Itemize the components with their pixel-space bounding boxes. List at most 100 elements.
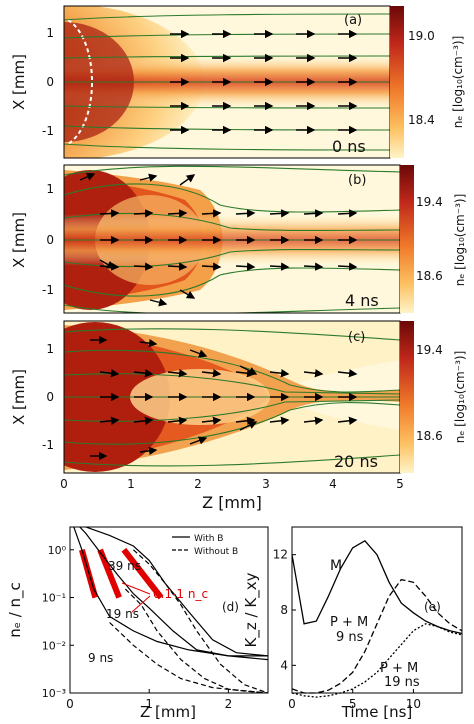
flow-arrow (303, 262, 324, 271)
map-xtick: 4 (329, 477, 337, 491)
flow-arrow (133, 416, 154, 425)
flow-arrow (167, 369, 188, 378)
series-line (73, 527, 268, 661)
flow-arrow (201, 369, 222, 378)
map-xtick: 0 (60, 477, 68, 491)
chart-d-panel-label: (d) (222, 600, 239, 614)
flow-arrow (139, 338, 158, 348)
chart-e-xlabel: Time [ns] (341, 703, 413, 721)
flow-arrow (189, 349, 208, 358)
chart-d-ytick: 10⁻¹ (42, 592, 66, 605)
panel-c: (c) 20 ns 1 0 -1 X [mm] 19.4 18.6 nₑ [lo… (10, 320, 467, 512)
chart-e-annot-pm9-b: 9 ns (336, 630, 364, 645)
flow-arrow (269, 369, 290, 378)
map-xtick: 5 (396, 477, 404, 491)
chart-e-ytick: 12 (273, 548, 288, 562)
flow-arrow (201, 262, 222, 271)
arrows-c (90, 335, 358, 461)
panel-b-label: (b) (348, 173, 366, 188)
flow-arrow (337, 369, 358, 378)
chart-d-annot-range: 0.1-1 n_c (153, 587, 208, 601)
chart-e-ytick: 8 (280, 603, 288, 617)
chart-e-ytick: 4 (280, 658, 288, 672)
map-xtick: 2 (194, 477, 202, 491)
panel-c-ytick: 0 (46, 390, 54, 404)
legend-item: With B (194, 534, 223, 544)
chart-d-annot-39: 39 ns (108, 559, 141, 573)
flow-arrow (179, 174, 196, 186)
flow-arrow (235, 369, 256, 378)
panel-a-ytick: -1 (42, 124, 54, 138)
colorbar-a (390, 6, 404, 158)
chart-d-xtick: 0 (66, 697, 74, 711)
flow-arrow (303, 416, 324, 425)
colorbar-b-label: nₑ [log₁₀(cm⁻³)] (453, 194, 467, 287)
chart-d-xlabel: Z [mm] (140, 703, 196, 721)
flow-arrow (337, 209, 358, 218)
chart-d-annot-19: 19 ns (106, 607, 139, 621)
series-line (132, 549, 268, 693)
series-line (291, 578, 463, 694)
highlight-bar (97, 548, 122, 599)
series-line (109, 622, 268, 693)
chart-e-annot-m: M (330, 558, 342, 574)
chart-d-annot-9: 9 ns (88, 651, 113, 665)
flow-arrow (201, 209, 222, 218)
panel-a-ylabel: X [mm] (10, 54, 28, 110)
flow-arrow (179, 289, 196, 299)
panel-b-ylabel: X [mm] (10, 212, 28, 268)
arrows-a (170, 29, 358, 135)
panel-b-ytick: 1 (46, 182, 54, 196)
chart-d-pointer (121, 582, 151, 613)
panel-b: (b) 4 ns 1 0 -1 X [mm] 19.4 18.6 nₑ [log… (10, 164, 467, 314)
series-line (291, 539, 463, 635)
chart-e-xtick: 0 (288, 697, 296, 711)
chart-e-annot-pm9-a: P + M (330, 615, 368, 630)
panel-c-ylabel: X [mm] (10, 369, 28, 425)
chart-d-xtick: 2 (225, 697, 233, 711)
flow-arrow (269, 262, 290, 271)
panel-a-label: (a) (344, 13, 362, 28)
flow-arrow (99, 369, 120, 378)
panel-a: (a) 0 ns 1 0 -1 X [mm] 19.0 18.4 nₑ [log… (10, 5, 465, 159)
panel-b-ytick: -1 (42, 283, 54, 297)
flow-arrow (337, 416, 358, 425)
chart-e-annot-pm19-a: P + M (380, 661, 418, 676)
chart-e-panel-label: (e) (424, 600, 441, 614)
flow-arrow (139, 173, 158, 182)
colorbar-c-tick: 19.4 (416, 343, 443, 357)
flow-arrow (133, 262, 154, 271)
colorbar-c (400, 321, 414, 473)
panel-c-time: 20 ns (334, 452, 378, 471)
flow-arrow (139, 446, 158, 456)
flow-arrow (303, 369, 324, 378)
flow-arrow (99, 416, 120, 425)
flow-arrow (149, 298, 168, 307)
flow-arrow (99, 262, 120, 271)
chart-d-legend: With B Without B (172, 534, 238, 557)
chart-e: 0 5 10 12 8 4 M P + M 9 ns P + M 19 ns (e) Ti… (242, 526, 463, 721)
panel-c-ytick: -1 (42, 438, 54, 452)
colorbar-c-tick: 18.6 (416, 429, 443, 443)
colorbar-a-tick: 19.0 (408, 29, 435, 43)
flow-arrow (235, 209, 256, 218)
colorbar-b-tick: 18.6 (416, 269, 443, 283)
flow-arrow (235, 416, 256, 425)
map-xtick: 1 (127, 477, 135, 491)
chart-e-annot-pm19-b: 19 ns (384, 675, 420, 690)
flow-arrow (303, 209, 324, 218)
panel-b-ytick: 0 (46, 233, 54, 247)
colorbar-b-tick: 19.4 (416, 195, 443, 209)
flow-arrow (235, 262, 256, 271)
colorbar-a-label: nₑ [log₁₀(cm⁻³)] (451, 36, 465, 129)
flow-arrow (79, 172, 96, 181)
flow-arrow (189, 436, 208, 445)
map-x-axis: 0 1 2 3 4 5 Z [mm] (60, 477, 404, 512)
flow-arrow (201, 416, 222, 425)
series-line (84, 527, 268, 657)
series-line (291, 623, 463, 698)
legend-item: Without B (194, 547, 238, 557)
map-xlabel: Z [mm] (202, 493, 262, 512)
chart-d-ytick: 10⁻³ (42, 687, 66, 700)
